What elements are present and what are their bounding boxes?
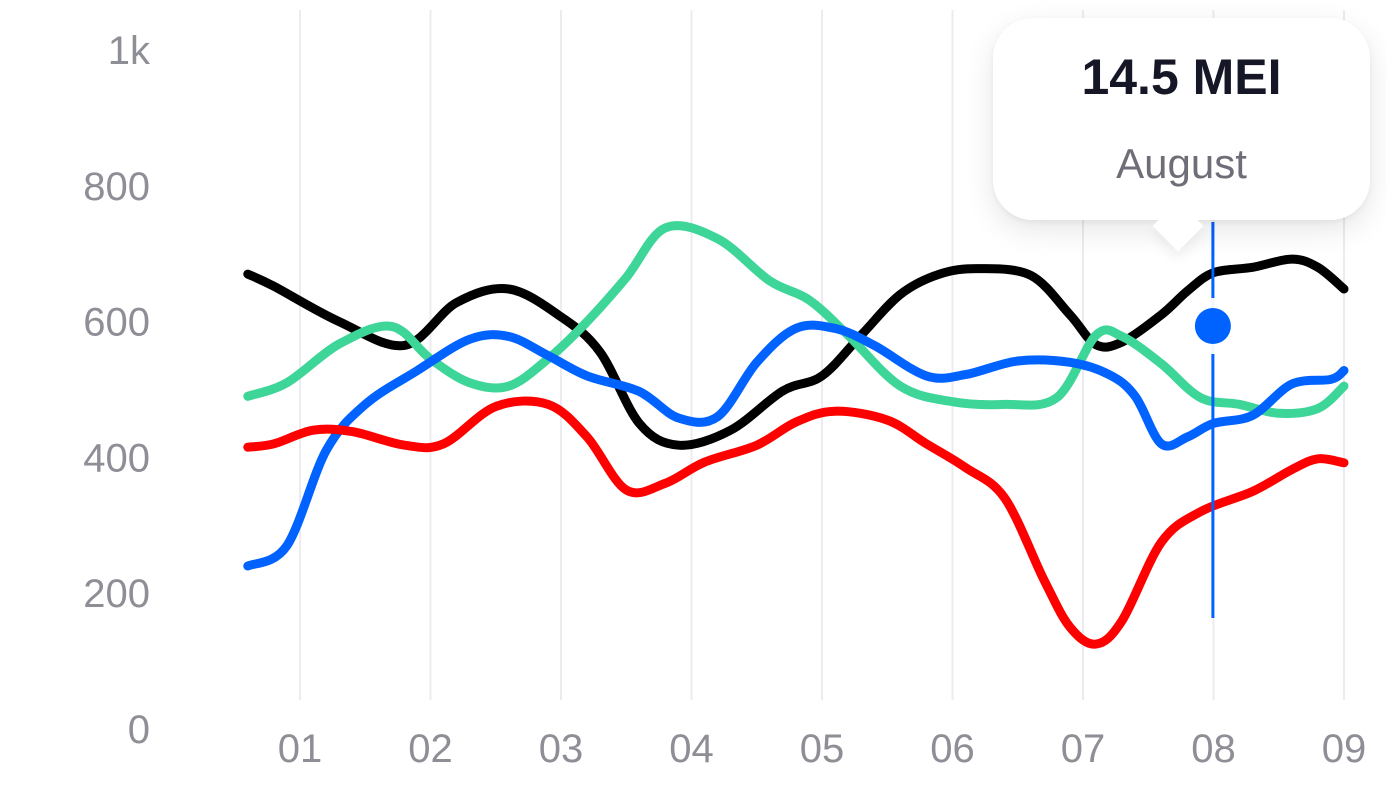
x-tick-label: 06	[930, 727, 975, 771]
x-tick-label: 05	[800, 727, 845, 771]
series-line-3	[243, 320, 1349, 571]
y-tick-label: 800	[83, 165, 150, 209]
tooltip-card-face	[993, 18, 1370, 220]
x-tick-label: 08	[1191, 727, 1236, 771]
y-tick-label: 200	[83, 572, 150, 616]
series-line-4	[243, 396, 1349, 649]
y-tick-label: 600	[83, 301, 150, 345]
y-tick-label: 1k	[108, 29, 151, 73]
highlight-point[interactable]	[1194, 308, 1231, 344]
x-tick-label: 09	[1322, 727, 1367, 771]
series-line-2	[243, 221, 1349, 418]
series-lines	[243, 221, 1349, 649]
y-tick-label: 400	[83, 436, 150, 480]
x-axis-ticks: 01 02 03 04 05 06 07 08 09	[278, 727, 1367, 771]
x-tick-label: 03	[539, 727, 584, 771]
x-tick-label: 02	[408, 727, 453, 771]
tooltip-value: 14.5 MEI	[1081, 49, 1282, 105]
highlight-marker[interactable]	[1184, 222, 1241, 618]
y-axis-ticks: 1k 800 600 400 200 0	[83, 29, 151, 752]
tooltip-label: August	[1116, 140, 1247, 187]
series-line-1	[243, 254, 1349, 450]
x-tick-label: 04	[669, 727, 714, 771]
x-tick-label: 07	[1061, 727, 1106, 771]
x-tick-label: 01	[278, 727, 323, 771]
y-tick-label: 0	[128, 708, 150, 752]
